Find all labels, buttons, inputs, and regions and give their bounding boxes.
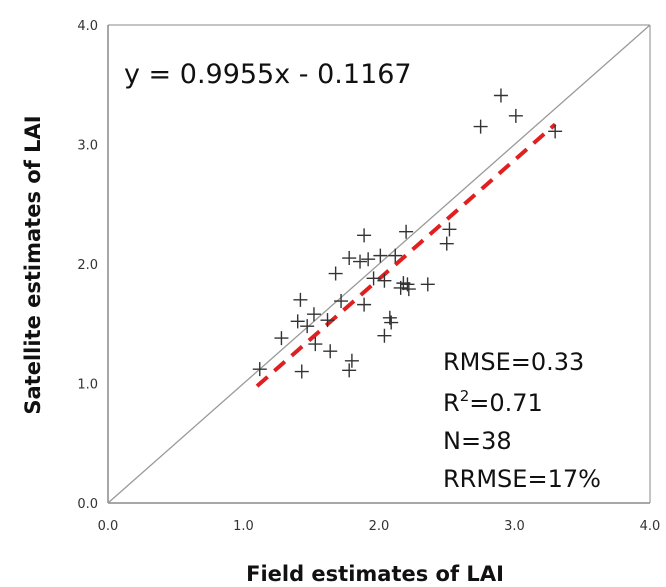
data-point (377, 273, 392, 288)
stat-r-label: R (443, 389, 460, 417)
y-tick-labels: 0.0 1.0 2.0 3.0 4.0 (77, 19, 98, 512)
data-point (300, 319, 315, 334)
data-point (439, 236, 454, 251)
data-point (353, 254, 368, 269)
data-point (342, 363, 357, 378)
x-tick-label: 1.0 (233, 519, 254, 534)
data-point (401, 282, 416, 297)
data-point (377, 328, 392, 343)
one-to-one-line (107, 24, 651, 504)
data-point (334, 294, 349, 309)
data-point (508, 108, 523, 123)
data-point (294, 364, 309, 379)
x-tick-label: 0.0 (98, 519, 119, 534)
axes (107, 24, 651, 504)
regression-equation: y = 0.9955x - 0.1167 (124, 59, 412, 90)
data-point (420, 277, 435, 292)
data-point (548, 124, 563, 139)
data-point (308, 337, 323, 352)
data-point (357, 297, 372, 312)
stat-rrmse: RRMSE=17% (443, 465, 601, 493)
stat-n: N=38 (443, 427, 512, 455)
data-point (290, 314, 305, 329)
stat-r-squared: R2=0.71 (443, 387, 543, 417)
regression-line (255, 122, 557, 388)
y-tick-label: 0.0 (77, 497, 98, 512)
x-tick-label: 3.0 (504, 519, 525, 534)
data-point (252, 362, 267, 377)
stat-r-value: =0.71 (469, 389, 543, 417)
data-point (328, 266, 343, 281)
stat-rmse: RMSE=0.33 (443, 348, 584, 376)
stat-r-superscript: 2 (460, 387, 470, 405)
data-point (442, 222, 457, 237)
y-tick-label: 2.0 (77, 258, 98, 273)
y-tick-label: 4.0 (77, 19, 98, 34)
data-point (384, 315, 399, 330)
data-point (357, 228, 372, 243)
data-points (252, 88, 563, 379)
data-point (366, 271, 381, 286)
y-tick-label: 3.0 (77, 139, 98, 154)
data-point (306, 307, 321, 322)
data-point (388, 248, 403, 263)
data-point (373, 248, 388, 263)
data-point (342, 251, 357, 266)
data-point (323, 344, 338, 359)
data-point (293, 292, 308, 307)
x-tick-labels: 0.0 1.0 2.0 3.0 4.0 (98, 519, 661, 534)
y-axis-title: Satellite estimates of LAI (21, 115, 45, 414)
data-point (493, 88, 508, 103)
data-point (344, 353, 359, 368)
data-point (320, 313, 335, 328)
data-point (399, 224, 414, 239)
x-tick-label: 2.0 (369, 519, 390, 534)
data-point (274, 331, 289, 346)
data-point (473, 119, 488, 134)
data-point (361, 252, 376, 267)
x-axis-title: Field estimates of LAI (246, 562, 504, 586)
y-tick-label: 1.0 (77, 378, 98, 393)
x-tick-label: 4.0 (640, 519, 661, 534)
